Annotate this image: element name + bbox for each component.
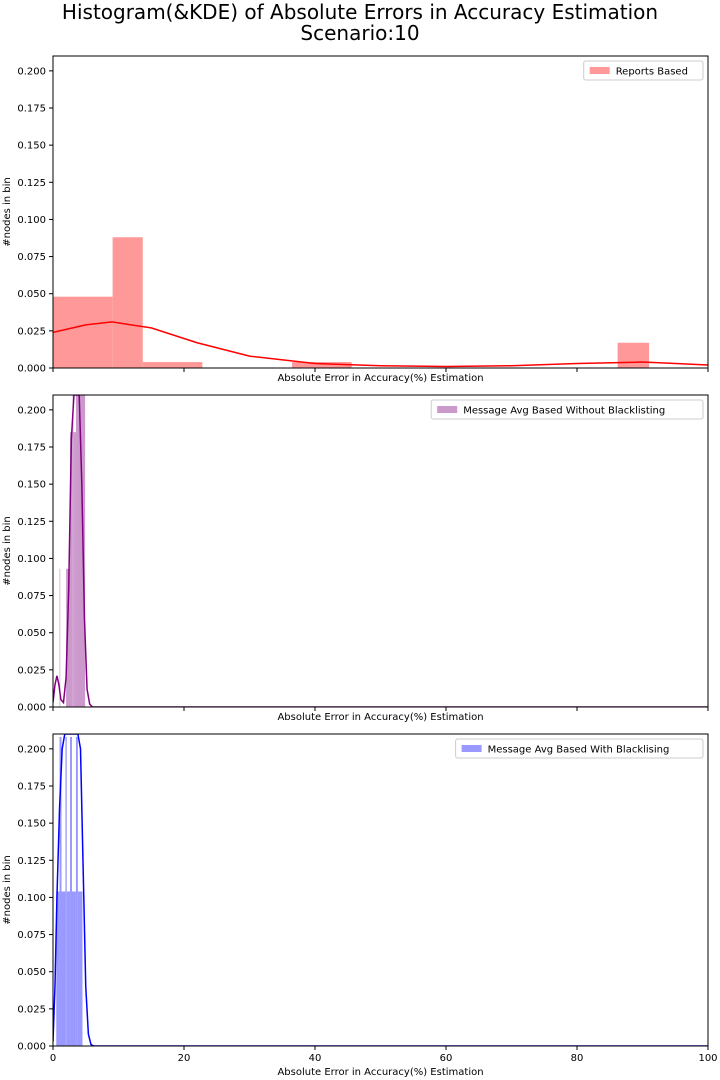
y-axis-label: #nodes in bin xyxy=(2,516,13,585)
y-tick-label: 0.175 xyxy=(17,782,46,793)
y-tick-label: 0.075 xyxy=(17,252,46,263)
histogram-bar xyxy=(75,736,78,1046)
x-axis-label: Absolute Error in Accuracy(%) Estimation xyxy=(277,712,483,723)
y-tick-label: 0.000 xyxy=(17,1042,46,1053)
legend-box xyxy=(455,738,704,759)
y-tick-label: 0.025 xyxy=(17,326,46,337)
histogram-bar xyxy=(112,237,143,368)
y-tick-label: 0.075 xyxy=(17,591,46,602)
histogram-bar xyxy=(73,432,76,707)
histogram-bar xyxy=(66,891,71,1046)
histogram-bar xyxy=(142,362,203,368)
y-tick-label: 0.125 xyxy=(17,856,46,867)
histogram-bar xyxy=(72,395,74,707)
x-tick-label: 20 xyxy=(178,1053,191,1064)
kde-line xyxy=(53,321,708,368)
x-tick-label: 100 xyxy=(698,1053,717,1064)
x-tick-label: 60 xyxy=(440,1053,453,1064)
y-tick-label: 0.150 xyxy=(17,819,46,830)
histogram-bar xyxy=(53,296,113,368)
y-tick-label: 0.125 xyxy=(17,517,46,528)
histogram-bar xyxy=(59,736,62,1046)
x-tick-label: 40 xyxy=(309,1053,322,1064)
y-tick-label: 0.200 xyxy=(17,66,46,77)
y-tick-label: 0.000 xyxy=(17,364,46,375)
kde-line xyxy=(53,395,708,707)
y-tick-label: 0.100 xyxy=(17,215,46,226)
y-tick-label: 0.050 xyxy=(17,628,46,639)
histogram-bar xyxy=(56,891,60,1046)
y-tick-label: 0.025 xyxy=(17,665,46,676)
chart-panel-3: 0.000 0.025 0.050 0.075 0.100 0.125 0.150 0.175… xyxy=(2,733,718,1078)
kde-line xyxy=(53,734,708,1046)
y-tick-label: 0.025 xyxy=(17,1004,46,1015)
y-tick-label: 0.000 xyxy=(17,703,46,714)
histogram-bar xyxy=(617,342,650,368)
histogram-bar xyxy=(61,891,66,1046)
y-tick-label: 0.125 xyxy=(17,178,46,189)
y-tick-label: 0.200 xyxy=(17,744,46,755)
legend-swatch xyxy=(437,406,458,413)
y-tick-label: 0.050 xyxy=(17,967,46,978)
y-tick-label: 0.050 xyxy=(17,289,46,300)
y-axis-label: #nodes in bin xyxy=(2,855,13,924)
chart-panel-2: 0.000 0.025 0.050 0.075 0.100 0.125 0.150 0.175… xyxy=(2,394,709,723)
axes-frame xyxy=(52,394,709,708)
histogram-bars xyxy=(59,395,86,707)
histogram-bar xyxy=(292,362,352,368)
axes-frame xyxy=(52,55,709,369)
x-axis-label: Absolute Error in Accuracy(%) Estimation xyxy=(277,1067,483,1078)
legend-label: Reports Based xyxy=(616,67,688,78)
histogram-bar xyxy=(70,736,72,1046)
y-tick-label: 0.175 xyxy=(17,443,46,454)
y-tick-label: 0.075 xyxy=(17,930,46,941)
legend-swatch xyxy=(461,745,482,752)
histogram-bar xyxy=(59,568,61,707)
legend-swatch xyxy=(589,67,610,74)
histogram-bars xyxy=(53,237,650,368)
chart-subtitle: Scenario:10 xyxy=(300,21,420,45)
legend-label: Message Avg Based Without Blacklisting xyxy=(463,406,665,417)
y-tick-label: 0.100 xyxy=(17,554,46,565)
chart-panel-1: 0.000 0.025 0.050 0.075 0.100 0.125 0.150 0.175… xyxy=(2,55,709,384)
y-tick-label: 0.100 xyxy=(17,893,46,904)
histogram-bar xyxy=(66,568,71,707)
x-tick-label: 80 xyxy=(571,1053,584,1064)
histogram-bar xyxy=(65,736,67,1046)
legend-label: Message Avg Based With Blacklising xyxy=(488,745,670,756)
y-tick-label: 0.150 xyxy=(17,141,46,152)
legend-box xyxy=(583,60,704,81)
histogram-bars xyxy=(56,736,83,1046)
histogram-bar xyxy=(77,891,83,1046)
y-axis-label: #nodes in bin xyxy=(2,177,13,246)
y-tick-label: 0.150 xyxy=(17,480,46,491)
x-axis-label: Absolute Error in Accuracy(%) Estimation xyxy=(277,373,483,384)
y-tick-label: 0.200 xyxy=(17,405,46,416)
axes-frame xyxy=(52,733,709,1047)
histogram-bar xyxy=(75,395,86,707)
legend-box xyxy=(430,399,704,420)
x-tick-label: 0 xyxy=(50,1053,56,1064)
y-tick-label: 0.175 xyxy=(17,104,46,115)
histogram-bar xyxy=(70,432,73,707)
histogram-bar xyxy=(71,891,76,1046)
chart-title: Histogram(&KDE) of Absolute Errors in Ac… xyxy=(61,0,659,24)
